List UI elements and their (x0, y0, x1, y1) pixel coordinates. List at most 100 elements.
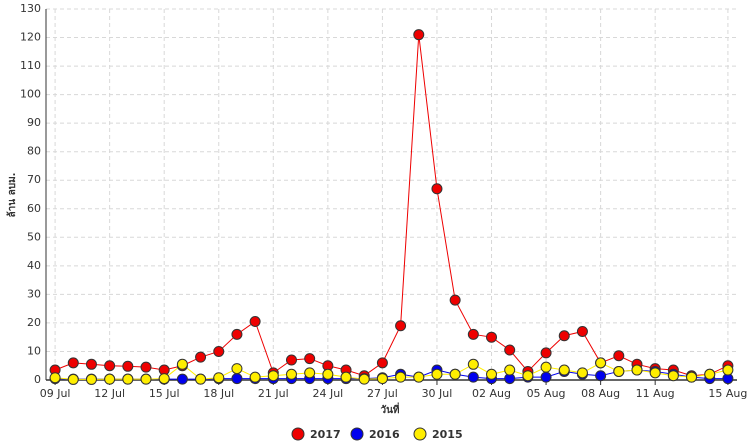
point (576, 367, 588, 379)
point (67, 373, 79, 385)
y-tick-label: 110 (20, 59, 41, 72)
y-axis-label: ล้าน ลบม. (6, 173, 18, 218)
point (486, 331, 498, 343)
x-axis-label: วันที่ (380, 402, 399, 416)
legend-label: 2015 (432, 428, 463, 441)
point (195, 351, 207, 363)
point (431, 183, 443, 195)
point (595, 357, 607, 369)
point (467, 358, 479, 370)
point (558, 364, 570, 376)
legend-item[interactable]: 2015 (413, 427, 463, 441)
y-tick-label: 10 (27, 344, 41, 357)
point (304, 367, 316, 379)
point (504, 344, 516, 356)
x-tick-label: 15 Jul (149, 387, 180, 400)
point (486, 368, 498, 380)
point (649, 367, 661, 379)
y-tick-label: 40 (27, 259, 41, 272)
point (467, 328, 479, 340)
point (613, 350, 625, 362)
point (158, 373, 170, 385)
point (667, 370, 679, 382)
point (558, 330, 570, 342)
legend-item[interactable]: 2016 (350, 427, 400, 441)
point (285, 354, 297, 366)
point (49, 372, 61, 384)
point (595, 370, 607, 382)
point (686, 371, 698, 383)
point (322, 368, 334, 380)
x-tick-label: 11 Aug (636, 387, 675, 400)
legend-label: 2016 (369, 428, 400, 441)
x-tick-label: 27 Jul (367, 387, 398, 400)
point (195, 373, 207, 385)
point (376, 357, 388, 369)
point (231, 363, 243, 375)
x-tick-label: 09 Jul (40, 387, 71, 400)
point (467, 371, 479, 383)
x-tick-label: 02 Aug (472, 387, 511, 400)
point (213, 345, 225, 357)
point (249, 371, 261, 383)
point (267, 370, 279, 382)
x-tick-label: 05 Aug (527, 387, 566, 400)
point (540, 361, 552, 373)
x-tick-label: 21 Jul (258, 387, 289, 400)
y-tick-label: 70 (27, 173, 41, 186)
point (540, 371, 552, 383)
series-line (55, 362, 729, 380)
point (449, 294, 461, 306)
y-tick-label: 20 (27, 316, 41, 329)
point (504, 364, 516, 376)
y-tick-label: 0 (34, 373, 41, 386)
legend-item[interactable]: 2017 (291, 427, 341, 441)
point (176, 358, 188, 370)
y-tick-label: 80 (27, 145, 41, 158)
point (540, 347, 552, 359)
x-tick-label: 30 Jul (422, 387, 453, 400)
point (395, 320, 407, 332)
point (431, 368, 443, 380)
point (249, 315, 261, 327)
x-tick-label: 24 Jul (312, 387, 343, 400)
point (104, 373, 116, 385)
point (140, 373, 152, 385)
x-tick-label: 12 Jul (94, 387, 125, 400)
series-line (54, 34, 729, 377)
legend-marker (350, 427, 364, 441)
point (413, 29, 425, 41)
y-tick-label: 50 (27, 230, 41, 243)
point (304, 353, 316, 365)
point (576, 325, 588, 337)
point (104, 360, 116, 372)
point (340, 371, 352, 383)
y-tick-label: 130 (20, 2, 41, 15)
y-tick-label: 100 (20, 88, 41, 101)
point (704, 368, 716, 380)
point (376, 373, 388, 385)
y-tick-label: 120 (20, 31, 41, 44)
legend-marker (291, 427, 305, 441)
point (449, 368, 461, 380)
x-tick-label: 18 Jul (203, 387, 234, 400)
point (176, 373, 188, 385)
point (140, 361, 152, 373)
x-tick-label: 15 Aug (708, 387, 747, 400)
x-tick-label: 08 Aug (581, 387, 620, 400)
legend-marker (413, 427, 427, 441)
point (395, 371, 407, 383)
point (85, 373, 97, 385)
point (67, 357, 79, 369)
point (122, 360, 134, 372)
point (722, 364, 734, 376)
point (413, 371, 425, 383)
y-tick-label: 60 (27, 202, 41, 215)
point (231, 328, 243, 340)
point (122, 373, 134, 385)
point (85, 358, 97, 370)
point (613, 365, 625, 377)
point (213, 372, 225, 384)
y-tick-label: 30 (27, 287, 41, 300)
